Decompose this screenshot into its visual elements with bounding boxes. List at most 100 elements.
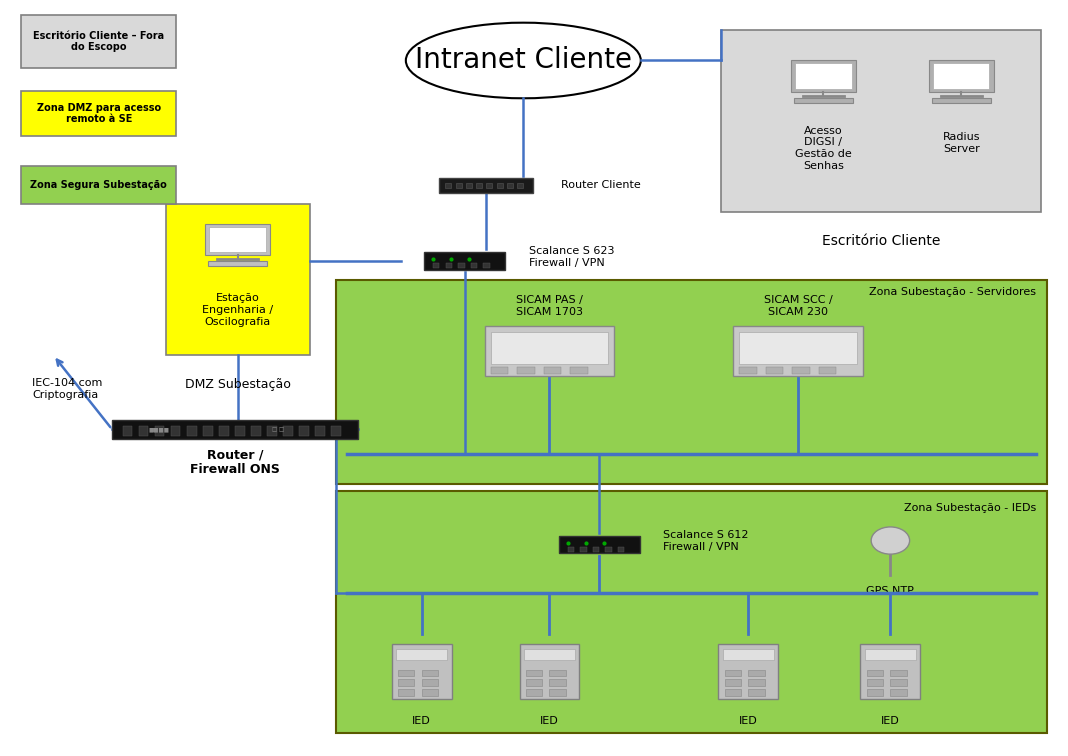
FancyBboxPatch shape: [445, 183, 452, 188]
FancyBboxPatch shape: [725, 670, 741, 677]
FancyBboxPatch shape: [933, 64, 989, 88]
FancyBboxPatch shape: [867, 680, 883, 686]
FancyBboxPatch shape: [734, 327, 863, 376]
FancyBboxPatch shape: [336, 280, 1047, 484]
FancyBboxPatch shape: [486, 183, 492, 188]
Ellipse shape: [406, 23, 641, 98]
FancyBboxPatch shape: [719, 644, 779, 699]
Text: IEC-104 com
Criptografia: IEC-104 com Criptografia: [32, 378, 103, 400]
FancyBboxPatch shape: [796, 64, 851, 88]
Text: IED: IED: [540, 716, 559, 726]
Text: DMZ Subestação: DMZ Subestação: [185, 378, 290, 391]
FancyBboxPatch shape: [208, 261, 267, 266]
FancyBboxPatch shape: [867, 670, 883, 677]
FancyBboxPatch shape: [792, 367, 810, 374]
FancyBboxPatch shape: [519, 644, 579, 699]
FancyBboxPatch shape: [517, 183, 523, 188]
FancyBboxPatch shape: [861, 644, 921, 699]
FancyBboxPatch shape: [424, 252, 505, 270]
Text: SICAM SCC /
SICAM 230: SICAM SCC / SICAM 230: [764, 296, 832, 317]
FancyBboxPatch shape: [891, 670, 907, 677]
FancyBboxPatch shape: [739, 367, 757, 374]
FancyBboxPatch shape: [725, 689, 741, 696]
FancyBboxPatch shape: [471, 263, 477, 268]
FancyBboxPatch shape: [606, 547, 612, 552]
FancyBboxPatch shape: [123, 426, 132, 435]
Text: Zona DMZ para acesso
remoto à SE: Zona DMZ para acesso remoto à SE: [36, 103, 161, 124]
FancyBboxPatch shape: [739, 333, 857, 364]
FancyBboxPatch shape: [723, 649, 774, 659]
FancyBboxPatch shape: [219, 426, 229, 435]
Text: IED: IED: [881, 716, 899, 726]
FancyBboxPatch shape: [445, 263, 452, 268]
FancyBboxPatch shape: [593, 547, 599, 552]
FancyBboxPatch shape: [525, 689, 543, 696]
FancyBboxPatch shape: [580, 547, 586, 552]
Text: SICAM PAS /
SICAM 1703: SICAM PAS / SICAM 1703: [516, 296, 583, 317]
Text: Escritório Cliente: Escritório Cliente: [822, 234, 940, 249]
FancyBboxPatch shape: [476, 183, 482, 188]
FancyBboxPatch shape: [235, 426, 245, 435]
Text: Radius
Server: Radius Server: [942, 132, 980, 153]
Text: IED: IED: [412, 716, 431, 726]
FancyBboxPatch shape: [398, 689, 414, 696]
Circle shape: [871, 527, 910, 554]
FancyBboxPatch shape: [549, 680, 566, 686]
Text: Zona Segura Subestação: Zona Segura Subestação: [30, 180, 168, 191]
Text: Scalance S 612
Firewall / VPN: Scalance S 612 Firewall / VPN: [663, 530, 749, 552]
FancyBboxPatch shape: [931, 98, 991, 103]
Text: GPS NTP: GPS NTP: [866, 586, 914, 596]
Text: Estação
Engenharia /
Oscilografia: Estação Engenharia / Oscilografia: [202, 293, 273, 327]
FancyBboxPatch shape: [721, 30, 1041, 212]
Text: Scalance S 623
Firewall / VPN: Scalance S 623 Firewall / VPN: [529, 246, 614, 268]
FancyBboxPatch shape: [139, 426, 148, 435]
FancyBboxPatch shape: [929, 60, 993, 91]
FancyBboxPatch shape: [466, 183, 472, 188]
FancyBboxPatch shape: [749, 670, 765, 677]
FancyBboxPatch shape: [766, 367, 783, 374]
Text: □ □: □ □: [271, 427, 284, 432]
FancyBboxPatch shape: [749, 689, 765, 696]
FancyBboxPatch shape: [251, 426, 261, 435]
FancyBboxPatch shape: [549, 689, 566, 696]
FancyBboxPatch shape: [21, 91, 176, 136]
FancyBboxPatch shape: [422, 680, 438, 686]
FancyBboxPatch shape: [398, 680, 414, 686]
FancyBboxPatch shape: [867, 689, 883, 696]
FancyBboxPatch shape: [517, 367, 535, 374]
FancyBboxPatch shape: [315, 426, 325, 435]
Text: Zona Subestação - IEDs: Zona Subestação - IEDs: [904, 503, 1036, 513]
FancyBboxPatch shape: [818, 367, 836, 374]
FancyBboxPatch shape: [422, 689, 438, 696]
FancyBboxPatch shape: [166, 204, 310, 355]
FancyBboxPatch shape: [203, 426, 213, 435]
FancyBboxPatch shape: [549, 670, 566, 677]
FancyBboxPatch shape: [155, 426, 164, 435]
Text: IED: IED: [739, 716, 757, 726]
FancyBboxPatch shape: [283, 426, 293, 435]
FancyBboxPatch shape: [267, 426, 277, 435]
FancyBboxPatch shape: [21, 15, 176, 68]
Text: Router /
Firewall ONS: Router / Firewall ONS: [190, 448, 280, 476]
Text: Acesso
DIGSI /
Gestão de
Senhas: Acesso DIGSI / Gestão de Senhas: [795, 125, 852, 171]
Text: Escritório Cliente – Fora
do Escopo: Escritório Cliente – Fora do Escopo: [33, 31, 164, 52]
FancyBboxPatch shape: [544, 367, 562, 374]
FancyBboxPatch shape: [791, 60, 855, 91]
FancyBboxPatch shape: [209, 227, 266, 252]
FancyBboxPatch shape: [439, 178, 533, 193]
FancyBboxPatch shape: [497, 183, 503, 188]
FancyBboxPatch shape: [422, 670, 438, 677]
Text: ■■■■: ■■■■: [150, 427, 170, 432]
FancyBboxPatch shape: [398, 670, 414, 677]
FancyBboxPatch shape: [299, 426, 309, 435]
FancyBboxPatch shape: [525, 670, 543, 677]
FancyBboxPatch shape: [112, 420, 358, 438]
FancyBboxPatch shape: [396, 649, 447, 659]
FancyBboxPatch shape: [568, 547, 575, 552]
FancyBboxPatch shape: [618, 547, 625, 552]
FancyBboxPatch shape: [725, 680, 741, 686]
FancyBboxPatch shape: [525, 680, 543, 686]
FancyBboxPatch shape: [458, 263, 465, 268]
FancyBboxPatch shape: [336, 491, 1047, 733]
FancyBboxPatch shape: [795, 98, 853, 103]
